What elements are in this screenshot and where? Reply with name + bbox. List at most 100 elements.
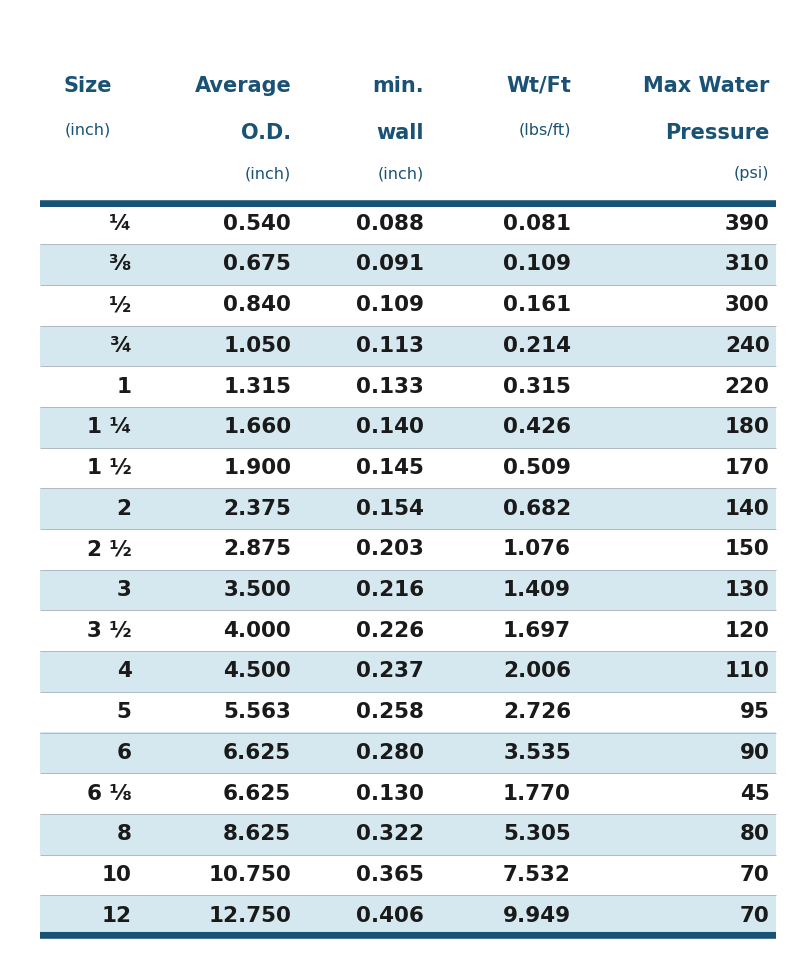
Text: 0.154: 0.154 — [356, 498, 424, 518]
Text: min.: min. — [372, 76, 424, 96]
Text: Pressure: Pressure — [666, 123, 770, 143]
Text: 5.305: 5.305 — [503, 825, 571, 844]
Text: 180: 180 — [725, 418, 770, 437]
Text: wall: wall — [376, 123, 424, 143]
Text: 0.130: 0.130 — [356, 783, 424, 804]
Text: 240: 240 — [725, 336, 770, 356]
Text: 0.145: 0.145 — [356, 458, 424, 478]
Bar — [40, 773, 776, 814]
Text: 4.500: 4.500 — [223, 661, 291, 682]
Text: 0.081: 0.081 — [503, 214, 571, 233]
Text: 2.375: 2.375 — [223, 498, 291, 518]
Bar — [40, 692, 776, 732]
Text: 310: 310 — [725, 254, 770, 275]
Text: 220: 220 — [725, 376, 770, 396]
Text: 0.088: 0.088 — [356, 214, 424, 233]
Text: 0.216: 0.216 — [355, 580, 424, 600]
Text: O.D.: O.D. — [241, 123, 291, 143]
Bar — [40, 366, 776, 407]
Text: (inch): (inch) — [65, 123, 111, 137]
Text: 1.660: 1.660 — [223, 418, 291, 437]
Text: 3.535: 3.535 — [503, 743, 571, 763]
Text: 0.322: 0.322 — [356, 825, 424, 844]
Text: (inch): (inch) — [245, 166, 291, 181]
Text: 0.109: 0.109 — [503, 254, 571, 275]
Bar — [40, 489, 776, 529]
Text: 150: 150 — [725, 540, 770, 560]
Text: 390: 390 — [725, 214, 770, 233]
Text: 0.315: 0.315 — [503, 376, 571, 396]
Text: 1 ½: 1 ½ — [87, 458, 132, 478]
Text: 95: 95 — [740, 702, 770, 722]
Text: 110: 110 — [725, 661, 770, 682]
Text: 70: 70 — [740, 865, 770, 885]
Text: 2.875: 2.875 — [223, 540, 291, 560]
Bar — [40, 407, 776, 447]
Text: 8.625: 8.625 — [223, 825, 291, 844]
Bar — [40, 732, 776, 773]
Text: 2: 2 — [117, 498, 132, 518]
Text: 0.203: 0.203 — [356, 540, 424, 560]
Text: 0.161: 0.161 — [502, 295, 571, 315]
Text: 1.770: 1.770 — [503, 783, 571, 804]
Bar — [40, 611, 776, 651]
Text: 0.091: 0.091 — [356, 254, 424, 275]
Text: 90: 90 — [740, 743, 770, 763]
Text: 3 ½: 3 ½ — [87, 621, 132, 640]
Text: 170: 170 — [725, 458, 770, 478]
Text: 80: 80 — [740, 825, 770, 844]
Bar — [40, 569, 776, 611]
Bar — [40, 896, 776, 936]
Text: 6 ⅛: 6 ⅛ — [87, 783, 132, 804]
Text: (inch): (inch) — [378, 166, 424, 181]
Text: 7.532: 7.532 — [503, 865, 571, 885]
Text: 0.226: 0.226 — [355, 621, 424, 640]
Text: 10: 10 — [102, 865, 132, 885]
Text: 0.133: 0.133 — [356, 376, 424, 396]
Text: 1.697: 1.697 — [502, 621, 571, 640]
Text: 2.006: 2.006 — [503, 661, 571, 682]
Text: 2 ½: 2 ½ — [87, 540, 132, 560]
Text: 6: 6 — [117, 743, 132, 763]
Text: 6.625: 6.625 — [223, 743, 291, 763]
Text: 70: 70 — [740, 905, 770, 925]
Text: 3.500: 3.500 — [223, 580, 291, 600]
Text: 1.900: 1.900 — [223, 458, 291, 478]
Bar — [40, 204, 776, 244]
Text: 130: 130 — [725, 580, 770, 600]
Text: 1.050: 1.050 — [223, 336, 291, 356]
Text: ¾: ¾ — [110, 336, 132, 356]
Bar — [40, 325, 776, 366]
Text: Wt/Ft: Wt/Ft — [506, 76, 571, 96]
Bar — [40, 814, 776, 854]
Text: ¼: ¼ — [110, 214, 132, 233]
Text: 0.675: 0.675 — [223, 254, 291, 275]
Text: 5: 5 — [117, 702, 132, 722]
Text: Max Water: Max Water — [643, 76, 770, 96]
Text: 6.625: 6.625 — [223, 783, 291, 804]
Text: 0.280: 0.280 — [356, 743, 424, 763]
Text: 1.315: 1.315 — [223, 376, 291, 396]
Text: (lbs/ft): (lbs/ft) — [518, 123, 571, 137]
Text: 0.258: 0.258 — [356, 702, 424, 722]
Text: 0.509: 0.509 — [503, 458, 571, 478]
Text: 2.726: 2.726 — [502, 702, 571, 722]
Text: 9.949: 9.949 — [502, 905, 571, 925]
Text: 4: 4 — [117, 661, 132, 682]
Text: 10.750: 10.750 — [209, 865, 291, 885]
Bar — [40, 244, 776, 285]
Text: 0.426: 0.426 — [503, 418, 571, 437]
Text: 1.409: 1.409 — [503, 580, 571, 600]
Text: 300: 300 — [725, 295, 770, 315]
Text: 8: 8 — [117, 825, 132, 844]
Text: 0.406: 0.406 — [356, 905, 424, 925]
Text: 45: 45 — [740, 783, 770, 804]
Bar — [40, 529, 776, 569]
Bar — [40, 854, 776, 896]
Text: ½: ½ — [110, 295, 132, 315]
Text: 0.365: 0.365 — [356, 865, 424, 885]
Bar — [40, 651, 776, 692]
Text: 0.140: 0.140 — [356, 418, 424, 437]
Text: 3: 3 — [117, 580, 132, 600]
Text: Size: Size — [63, 76, 112, 96]
